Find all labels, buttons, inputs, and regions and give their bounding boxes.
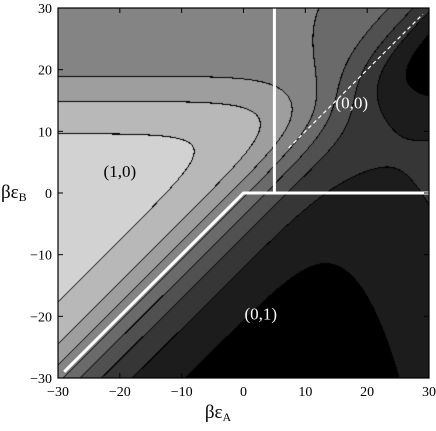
y-axis: −30 −20 −10 0 10 20 30 bbox=[30, 2, 429, 387]
phase-boundaries bbox=[63, 8, 429, 373]
y-tick-label: −20 bbox=[30, 310, 52, 325]
y-tick-label: 0 bbox=[45, 187, 52, 202]
y-tick-label: −30 bbox=[30, 372, 52, 387]
x-tick-label: 0 bbox=[240, 385, 247, 400]
x-tick-label: 10 bbox=[298, 385, 312, 400]
x-tick-label: −20 bbox=[109, 385, 131, 400]
region-labels: (1,0) (0,0) (0,1) bbox=[104, 93, 368, 323]
region-label: (0,1) bbox=[245, 304, 278, 323]
x-axis: −30 −20 −10 0 10 20 30 bbox=[47, 8, 436, 400]
phase-boundary-dashed-2 bbox=[288, 13, 424, 149]
y-tick-label: 30 bbox=[38, 2, 52, 17]
y-axis-label: βεB bbox=[1, 182, 27, 204]
x-tick-label: −30 bbox=[47, 385, 69, 400]
x-axis-label: βεA bbox=[205, 402, 232, 424]
y-tick-label: 20 bbox=[38, 64, 52, 79]
x-tick-label: −10 bbox=[171, 385, 193, 400]
plot-area bbox=[58, 8, 429, 378]
x-tick-label: 20 bbox=[360, 385, 374, 400]
region-label: (1,0) bbox=[104, 162, 137, 181]
x-tick-label: 30 bbox=[422, 385, 436, 400]
phase-boundary-solid-0 bbox=[63, 191, 429, 373]
y-tick-label: −10 bbox=[30, 249, 52, 264]
y-tick-label: 10 bbox=[38, 125, 52, 140]
region-label: (0,0) bbox=[335, 93, 368, 112]
